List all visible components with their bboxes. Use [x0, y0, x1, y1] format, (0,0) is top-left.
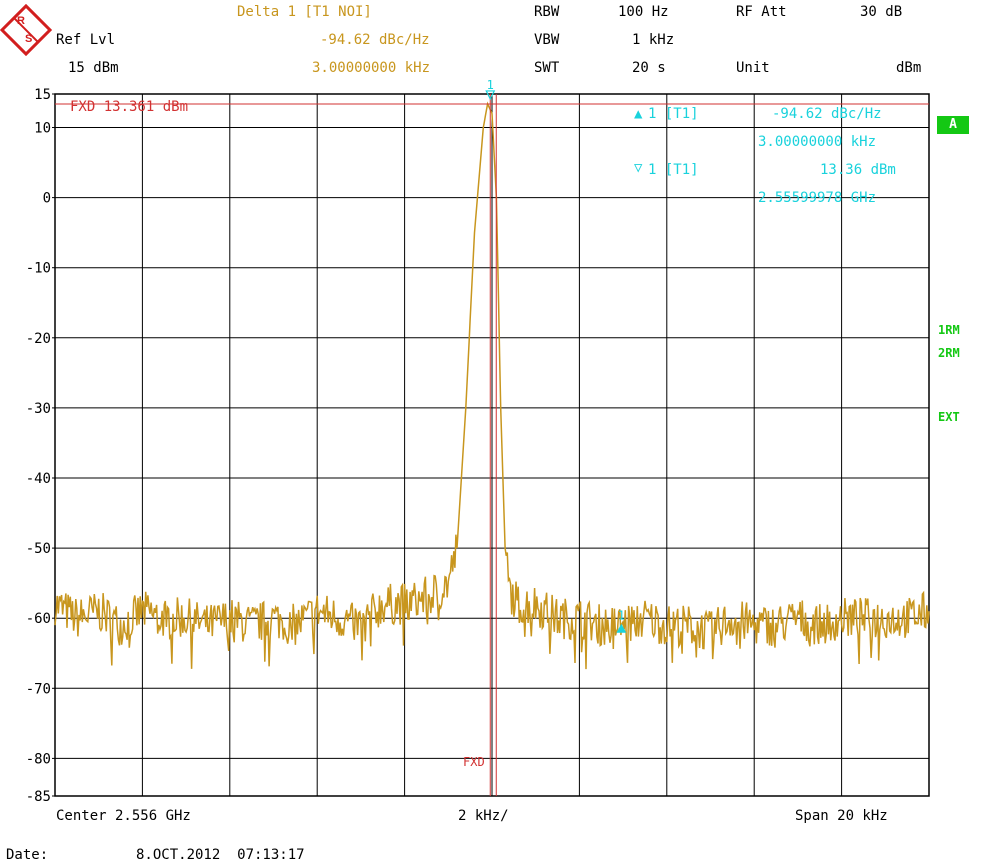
- status-ext: EXT: [938, 410, 960, 424]
- marker1-value: -94.62 dBc/Hz: [772, 106, 882, 122]
- date-value: 8.OCT.2012 07:13:17: [136, 847, 305, 863]
- marker2-value: 13.36 dBm: [820, 162, 896, 178]
- ref-lvl-value: 15 dBm: [68, 60, 119, 76]
- marker-icon: ▽: [634, 160, 643, 176]
- y-tick-label: 10: [34, 121, 51, 137]
- marker-layer: 11: [55, 78, 929, 796]
- delta-value: -94.62 dBc/Hz: [320, 32, 430, 48]
- delta-freq: 3.00000000 kHz: [312, 60, 431, 76]
- swt-value: 20 s: [632, 60, 666, 76]
- swt-label: SWT: [534, 60, 560, 76]
- grid-lines: [55, 94, 929, 796]
- y-tick-label: -10: [26, 261, 51, 277]
- vbw-value: 1 kHz: [632, 32, 675, 48]
- rf-att-value: 30 dB: [860, 4, 903, 20]
- marker1-freq: 3.00000000 kHz: [758, 134, 877, 150]
- rbw-value: 100 Hz: [618, 4, 669, 20]
- unit-label: Unit: [736, 60, 770, 76]
- marker-number-label: 1: [618, 609, 625, 623]
- delta-marker-icon: [616, 623, 627, 633]
- trace-layer: [54, 101, 930, 670]
- y-tick-label: -70: [26, 681, 51, 697]
- delta-marker-icon: ▲: [634, 106, 643, 122]
- marker2-label: 1 [T1]: [648, 162, 699, 178]
- rf-att-label: RF Att: [736, 4, 787, 20]
- fxd-label: FXD 13.361 dBm: [70, 99, 189, 115]
- y-tick-label: 0: [43, 191, 51, 207]
- trace-a-badge: A: [937, 116, 969, 134]
- marker2-freq: 2.55599978 GHz: [758, 190, 877, 206]
- y-tick-label: -50: [26, 541, 51, 557]
- vbw-label: VBW: [534, 32, 560, 48]
- y-tick-label: -40: [26, 471, 51, 487]
- y-tick-label: -60: [26, 611, 51, 627]
- y-tick-label: -30: [26, 401, 51, 417]
- marker1-label: 1 [T1]: [648, 106, 699, 122]
- y-tick-label: -20: [26, 331, 51, 347]
- status-1rm: 1RM: [938, 323, 960, 337]
- y-tick-label: -85: [26, 789, 51, 805]
- date-label: Date:: [6, 847, 49, 863]
- span-freq: Span 20 kHz: [795, 808, 888, 824]
- y-axis-ticks: 15 10 0 -10 -20 -30 -40 -50 -60 -70 -80 -85: [26, 87, 55, 805]
- ref-lvl-label: Ref Lvl: [56, 32, 116, 48]
- rbw-label: RBW: [534, 4, 560, 20]
- center-freq: Center 2.556 GHz: [56, 808, 191, 824]
- delta-label: Delta 1 [T1 NOI]: [237, 4, 372, 20]
- status-2rm: 2RM: [938, 346, 960, 360]
- fxd-bottom-label: FXD: [463, 755, 485, 769]
- svg-text:R: R: [17, 15, 25, 27]
- unit-value: dBm: [896, 60, 922, 76]
- y-tick-label: -80: [26, 751, 51, 767]
- rohde-schwarz-logo: R S: [0, 4, 52, 56]
- y-tick-label: 15: [34, 87, 51, 103]
- freq-per-div: 2 kHz/: [458, 808, 509, 824]
- reference-marker-icon: [485, 90, 496, 101]
- svg-text:S: S: [25, 33, 32, 45]
- marker-number-label: 1: [487, 78, 494, 92]
- trace-line: [54, 101, 930, 670]
